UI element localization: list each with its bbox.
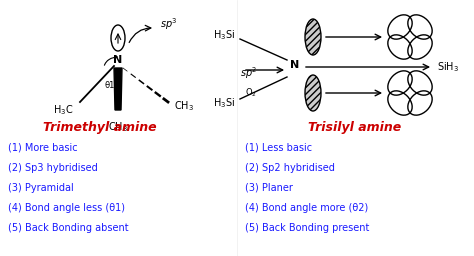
Text: N: N — [113, 55, 123, 65]
Text: Trisilyl amine: Trisilyl amine — [309, 122, 401, 134]
Ellipse shape — [305, 75, 321, 111]
Text: H$_3$C: H$_3$C — [53, 103, 73, 117]
Text: (3) Pyramidal: (3) Pyramidal — [8, 183, 74, 193]
Text: (5) Back Bonding present: (5) Back Bonding present — [245, 223, 369, 233]
Text: θ1: θ1 — [105, 80, 115, 90]
Text: (5) Back Bonding absent: (5) Back Bonding absent — [8, 223, 128, 233]
Text: (4) Bond angle more (θ2): (4) Bond angle more (θ2) — [245, 203, 368, 213]
Text: H$_3$Si: H$_3$Si — [213, 28, 235, 42]
Text: $sp^3$: $sp^3$ — [160, 16, 178, 32]
Text: CH$_3$: CH$_3$ — [174, 99, 194, 113]
Polygon shape — [114, 68, 122, 110]
Text: H$_3$Si: H$_3$Si — [213, 96, 235, 110]
Text: (3) Planer: (3) Planer — [245, 183, 293, 193]
Text: $sp^2$: $sp^2$ — [240, 65, 257, 81]
Text: (1) Less basic: (1) Less basic — [245, 143, 312, 153]
Text: (1) More basic: (1) More basic — [8, 143, 78, 153]
Ellipse shape — [305, 19, 321, 55]
Text: N: N — [291, 60, 300, 70]
Text: CH$_3$: CH$_3$ — [108, 120, 128, 134]
Text: SiH$_3$: SiH$_3$ — [437, 60, 459, 74]
Text: (2) Sp3 hybridised: (2) Sp3 hybridised — [8, 163, 98, 173]
Text: (2) Sp2 hybridised: (2) Sp2 hybridised — [245, 163, 335, 173]
Text: O$_2$: O$_2$ — [245, 87, 257, 99]
Text: (4) Bond angle less (θ1): (4) Bond angle less (θ1) — [8, 203, 125, 213]
Text: Trimethyl amine: Trimethyl amine — [43, 122, 157, 134]
